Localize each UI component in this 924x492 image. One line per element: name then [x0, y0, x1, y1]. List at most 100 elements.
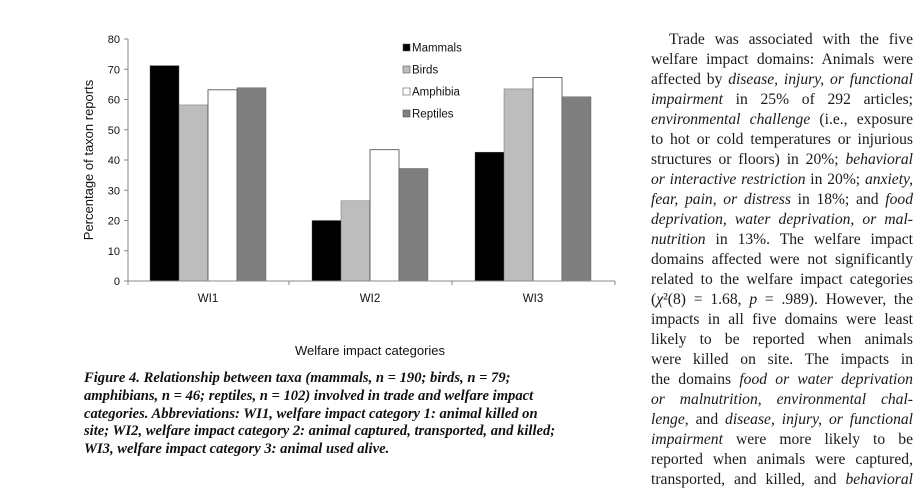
- legend-label: Birds: [412, 65, 438, 77]
- y-tick-label: 70: [108, 64, 120, 76]
- caption-line: amphibians, n = 46; reptiles, n = 102) i…: [84, 387, 534, 404]
- body-line: or malnutrition, environmental chal-: [651, 390, 913, 410]
- text-run: transported, and killed, and: [651, 471, 846, 488]
- body-line: deprivation, water deprivation, or mal-: [651, 210, 913, 230]
- bar-mammals-wi1: [149, 65, 180, 282]
- text-run: , and: [684, 411, 726, 428]
- text-run: in 20%;: [805, 171, 865, 188]
- body-line: welfare impact domains: Animals were: [651, 50, 913, 70]
- caption-line: site; WI2, welfare impact category 2: an…: [84, 423, 556, 440]
- italic-text: or malnutrition: [651, 391, 758, 408]
- x-tick-label: WI3: [523, 293, 543, 305]
- text-run: = .989). However, the: [757, 291, 913, 308]
- italic-text: nutrition: [651, 231, 706, 248]
- italic-text: disease, injury, or functional: [728, 71, 913, 88]
- bar-reptiles-wi3: [561, 96, 592, 282]
- body-line: impairment were more likely to be: [651, 430, 913, 450]
- bar-birds-wi2: [340, 200, 371, 282]
- text-run: in 13%. The welfare impact: [705, 231, 913, 248]
- y-tick-label: 20: [108, 216, 120, 228]
- italic-text: impairment: [651, 91, 723, 108]
- legend-label: Amphibia: [412, 87, 461, 99]
- body-line: transported, and killed, and behavioral: [651, 470, 913, 490]
- text-run: ²(8) = 1.68,: [663, 291, 750, 308]
- legend-swatch-amphibia: [402, 87, 411, 96]
- legend-label: Mammals: [412, 43, 462, 55]
- bar-amphibia-wi1: [207, 89, 238, 282]
- body-line: fear, pain, or distress in 18%; and food: [651, 190, 913, 210]
- bar-amphibia-wi3: [532, 77, 563, 282]
- text-run: in 18%; and: [790, 191, 886, 208]
- y-axis-label: Percentage of taxon reports: [81, 79, 96, 240]
- italic-text: food: [885, 191, 913, 208]
- body-line: the domains food or water deprivation: [651, 370, 913, 390]
- body-line: Trade was associated with the five: [651, 30, 913, 50]
- bar-reptiles-wi1: [236, 87, 267, 282]
- text-run: related to the welfare impact categories: [651, 271, 913, 288]
- body-line: affected by disease, injury, or function…: [651, 70, 913, 90]
- italic-text: behavioral: [845, 471, 913, 488]
- text-run: Trade was associated with the five: [669, 31, 913, 48]
- y-tick-label: 50: [108, 125, 120, 137]
- italic-text: impairment: [651, 431, 723, 448]
- body-line: (χ²(8) = 1.68, p = .989). However, the: [651, 290, 913, 310]
- text-run: in 25% of 292 articles;: [722, 91, 913, 108]
- bar-birds-wi3: [503, 88, 534, 282]
- body-line: to hot or cold temperatures or injurious: [651, 130, 913, 150]
- text-run: reported when animals were captured,: [651, 451, 913, 468]
- y-tick-label: 60: [108, 95, 120, 107]
- text-run: were more likely to be: [722, 431, 913, 448]
- italic-text: anxiety,: [864, 171, 913, 188]
- body-line: likely to be reported when animals: [651, 330, 913, 350]
- text-run: (i.e., exposure: [810, 111, 913, 128]
- legend-swatch-birds: [402, 65, 411, 74]
- italic-text: deprivation, water deprivation, or mal-: [651, 211, 913, 228]
- body-line: related to the welfare impact categories: [651, 270, 913, 290]
- body-line: or interactive restriction in 20%; anxie…: [651, 170, 913, 190]
- text-run: likely to be reported when animals: [651, 331, 913, 348]
- caption-line: categories. Abbreviations: WI1, welfare …: [84, 405, 538, 422]
- bar-mammals-wi3: [474, 151, 505, 282]
- y-tick-label: 0: [114, 276, 120, 288]
- italic-text: environmental challenge: [651, 111, 811, 128]
- legend-swatch-reptiles: [402, 109, 411, 118]
- body-line: environmental challenge (i.e., exposure: [651, 110, 913, 130]
- text-run: affected by: [651, 71, 729, 88]
- italic-text: food or water deprivation: [739, 371, 913, 388]
- body-line: lenge, and disease, injury, or functiona…: [651, 410, 913, 430]
- italic-text: χ: [656, 291, 664, 308]
- italic-text: p: [749, 291, 758, 308]
- y-tick-label: 80: [108, 34, 120, 46]
- body-line: structures or floors) in 20%; behavioral: [651, 150, 913, 170]
- x-tick-label: WI1: [198, 293, 218, 305]
- text-run: to hot or cold temperatures or injurious: [651, 131, 913, 148]
- italic-text: lenge: [651, 411, 685, 428]
- text-run: were killed on site. The impacts in: [651, 351, 913, 368]
- caption-line: WI3, welfare impact category 3: animal u…: [84, 441, 390, 458]
- body-line: impairment in 25% of 292 articles;: [651, 90, 913, 110]
- body-line: reported when animals were captured,: [651, 450, 913, 470]
- y-tick-label: 30: [108, 185, 120, 197]
- text-run: the domains: [651, 371, 740, 388]
- body-line: were killed on site. The impacts in: [651, 350, 913, 370]
- text-run: structures or floors) in 20%;: [651, 151, 846, 168]
- italic-text: disease, injury, or functional: [725, 411, 913, 428]
- body-text-column: Trade was associated with the five welfar…: [651, 30, 913, 490]
- italic-text: or interactive restriction: [651, 171, 806, 188]
- y-tick-label: 10: [108, 246, 120, 258]
- x-axis-label: Welfare impact categories: [295, 343, 446, 358]
- bar-amphibia-wi2: [369, 149, 400, 282]
- text-run: ,: [757, 391, 777, 408]
- y-tick-label: 40: [108, 155, 120, 167]
- x-tick-label: WI2: [360, 293, 380, 305]
- text-run: domains affected were not significantly: [651, 251, 913, 268]
- body-line: impacts in all five domains were least: [651, 310, 913, 330]
- italic-text: behavioral: [845, 151, 913, 168]
- italic-text: environmental chal-: [776, 391, 914, 408]
- text-run: (: [651, 291, 657, 308]
- text-run: welfare impact domains: Animals were: [651, 51, 913, 68]
- legend-label: Reptiles: [412, 109, 454, 121]
- bar-mammals-wi2: [311, 220, 342, 282]
- text-run: impacts in all five domains were least: [651, 311, 913, 328]
